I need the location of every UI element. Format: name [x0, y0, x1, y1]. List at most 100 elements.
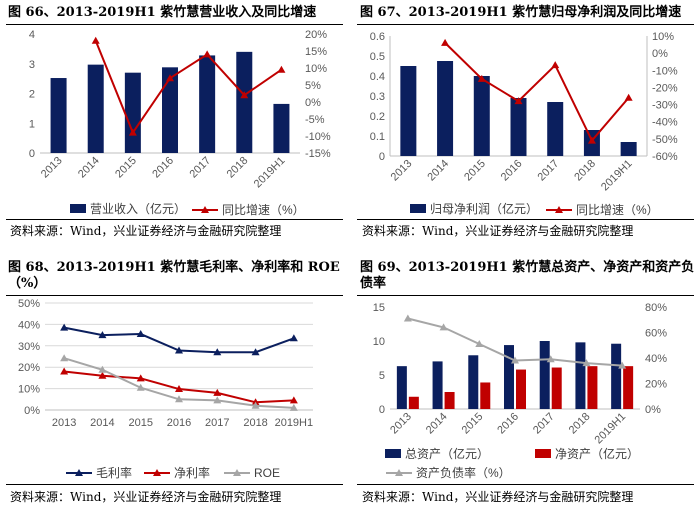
fig67-line-0-marker-0 [441, 38, 450, 46]
fig69-legend-label-1: 净资产（亿元） [555, 446, 639, 461]
fig68-chart: 0% 10% 20% 30% 40% 50% 2013 2014 2015 2016 2017 201… [18, 298, 313, 480]
fig67-category-label: 2016 [499, 158, 525, 184]
fig68-line-1-marker-1 [98, 371, 107, 379]
fig68-line-1-marker-0 [60, 367, 69, 375]
fig68-legend-label-1: 净利率 [174, 465, 210, 480]
fig67-bar-0-3 [510, 98, 527, 156]
fig67-line-0 [444, 42, 630, 143]
fig68-category-label: 2015 [128, 417, 152, 429]
fig66-line-0-marker-1 [128, 128, 137, 136]
fig69-bar-1-6 [623, 366, 634, 409]
fig68-line-0-marker-4 [213, 348, 222, 356]
fig69-legend-swatch-1 [535, 449, 551, 458]
fig68-left-tick-label: 0% [24, 405, 40, 417]
fig69-bar-1-5 [587, 366, 598, 409]
fig67-line-0-marker-3 [551, 61, 560, 69]
fig68-left-tick-label: 20% [18, 362, 40, 374]
fig67-category-label: 2018 [572, 158, 598, 184]
fig67-right-tick-label: -30% [652, 100, 678, 112]
fig69-title: 图 69、2013-2019H1 紫竹慧总资产、净资产和资产负债率 [360, 260, 695, 291]
fig68-line-2-marker-4 [213, 396, 222, 404]
fig68-line-2-marker-0 [60, 354, 69, 362]
fig68-line-2-marker-2 [136, 383, 145, 391]
fig67-right-tick-label: 10% [652, 31, 674, 43]
fig66-category-label: 2018 [225, 155, 251, 181]
fig66-bar-0-6 [273, 103, 290, 153]
fig66-bottom-rule [6, 219, 343, 220]
fig68-line-1-marker-2 [136, 374, 145, 382]
fig67-left-tick-label: 0.4 [370, 71, 385, 83]
fig69-category-label: 2013 [388, 411, 414, 437]
fig67-left-tick-label: 0.3 [370, 91, 385, 103]
fig67-left-tick-label: 0 [379, 151, 385, 163]
fig69-bar-1-3 [516, 369, 526, 409]
fig67-left-tick-label: 0.1 [370, 131, 385, 143]
fig66-bar-0-2 [124, 72, 141, 153]
fig69-bar-0-0 [396, 366, 407, 409]
fig69-right-tick-label: 0% [645, 404, 661, 416]
fig69-bar-1-1 [444, 392, 455, 409]
fig67-bar-0-0 [400, 66, 417, 156]
fig69-bar-1-4 [551, 367, 562, 409]
fig68-line-2-marker-5 [251, 401, 260, 409]
fig69-left-tick-label: 0 [379, 404, 385, 416]
fig69-category-label: 2016 [495, 411, 521, 437]
fig67-left-tick-label: 0.6 [370, 31, 385, 43]
fig66-right-tick-label: 15% [305, 46, 327, 58]
fig68-bottom-rule [6, 484, 343, 485]
fig66-line-0-marker-4 [240, 91, 249, 99]
fig66-line-0-marker-5 [277, 65, 286, 73]
fig69-bar-0-6 [611, 343, 622, 409]
fig66-line-0 [94, 40, 282, 135]
fig66-right-tick-label: 0% [305, 97, 321, 109]
fig66-left-tick-label: 4 [29, 29, 35, 41]
fig68-line-0-marker-3 [175, 346, 183, 354]
fig68-line-1-marker-3 [175, 385, 183, 393]
fig66-source: 资料来源：Wind，兴业证券经济与金融研究院整理 [10, 224, 282, 238]
fig69-line-0-marker-2 [475, 339, 484, 347]
fig67-bottom-rule [357, 219, 694, 220]
fig69-legend-label-2: 资产负债率（%） [416, 465, 511, 480]
fig66-right-tick-label: 10% [305, 63, 327, 75]
fig66-line-0-marker-3 [203, 50, 212, 58]
fig68-legend-label-0: 毛利率 [96, 465, 132, 480]
fig67-right-tick-label: -50% [652, 134, 678, 146]
fig68-line-2-marker-1 [98, 365, 107, 373]
fig69-left-tick-label: 10 [373, 336, 385, 348]
fig67-chart: 0 0.1 0.2 0.3 0.4 0.5 0.6 -60% -50% -40% -30% -20% -… [370, 31, 678, 217]
fig67-right-tick-label: -40% [652, 117, 678, 129]
fig68-left-tick-label: 40% [18, 319, 40, 331]
fig67-source: 资料来源：Wind，兴业证券经济与金融研究院整理 [362, 224, 634, 238]
fig69-right-tick-label: 80% [645, 302, 667, 314]
fig68-legend-marker-1 [153, 469, 161, 476]
fig69-bar-0-2 [468, 355, 479, 409]
fig69-category-label: 2017 [531, 411, 557, 437]
fig69-legend-marker-2 [395, 469, 403, 476]
fig68-left-tick-label: 30% [18, 341, 40, 353]
fig67-category-label: 2014 [425, 158, 451, 184]
fig66-bar-0-5 [236, 51, 253, 153]
fig67-category-label: 2017 [536, 158, 562, 184]
fig69-line-0-marker-0 [403, 314, 412, 322]
fig69-left-tick-label: 5 [379, 370, 385, 382]
fig66-left-tick-label: 3 [29, 59, 35, 71]
fig67-line-0-marker-4 [587, 136, 596, 144]
fig67-line-0-marker-2 [514, 97, 523, 105]
fig68-line-1-marker-6 [289, 396, 298, 404]
fig67-right-tick-label: -20% [652, 82, 678, 94]
fig69-right-tick-label: 20% [645, 379, 667, 391]
fig68-title-rule [6, 295, 343, 296]
fig67-bar-0-2 [473, 76, 490, 156]
fig69-bar-0-5 [575, 342, 586, 409]
fig68-line-1-marker-4 [213, 388, 222, 396]
fig66-right-tick-label: -5% [305, 114, 325, 126]
fig68-line-0-marker-0 [60, 323, 69, 331]
fig69-line-0-marker-5 [582, 359, 591, 367]
fig69-category-label: 2014 [424, 411, 450, 437]
fig67-legend-marker-1 [555, 206, 563, 213]
fig66-chart: 0 1 2 3 4 -15% -10% -5% 0% 5% 10% 15% 20% 2013 2014 201… [29, 29, 331, 217]
fig68-category-label: 2014 [90, 417, 114, 429]
fig66-left-tick-label: 0 [29, 148, 35, 160]
fig69-right-tick-label: 60% [645, 328, 667, 340]
fig69-category-label: 2015 [460, 411, 486, 437]
